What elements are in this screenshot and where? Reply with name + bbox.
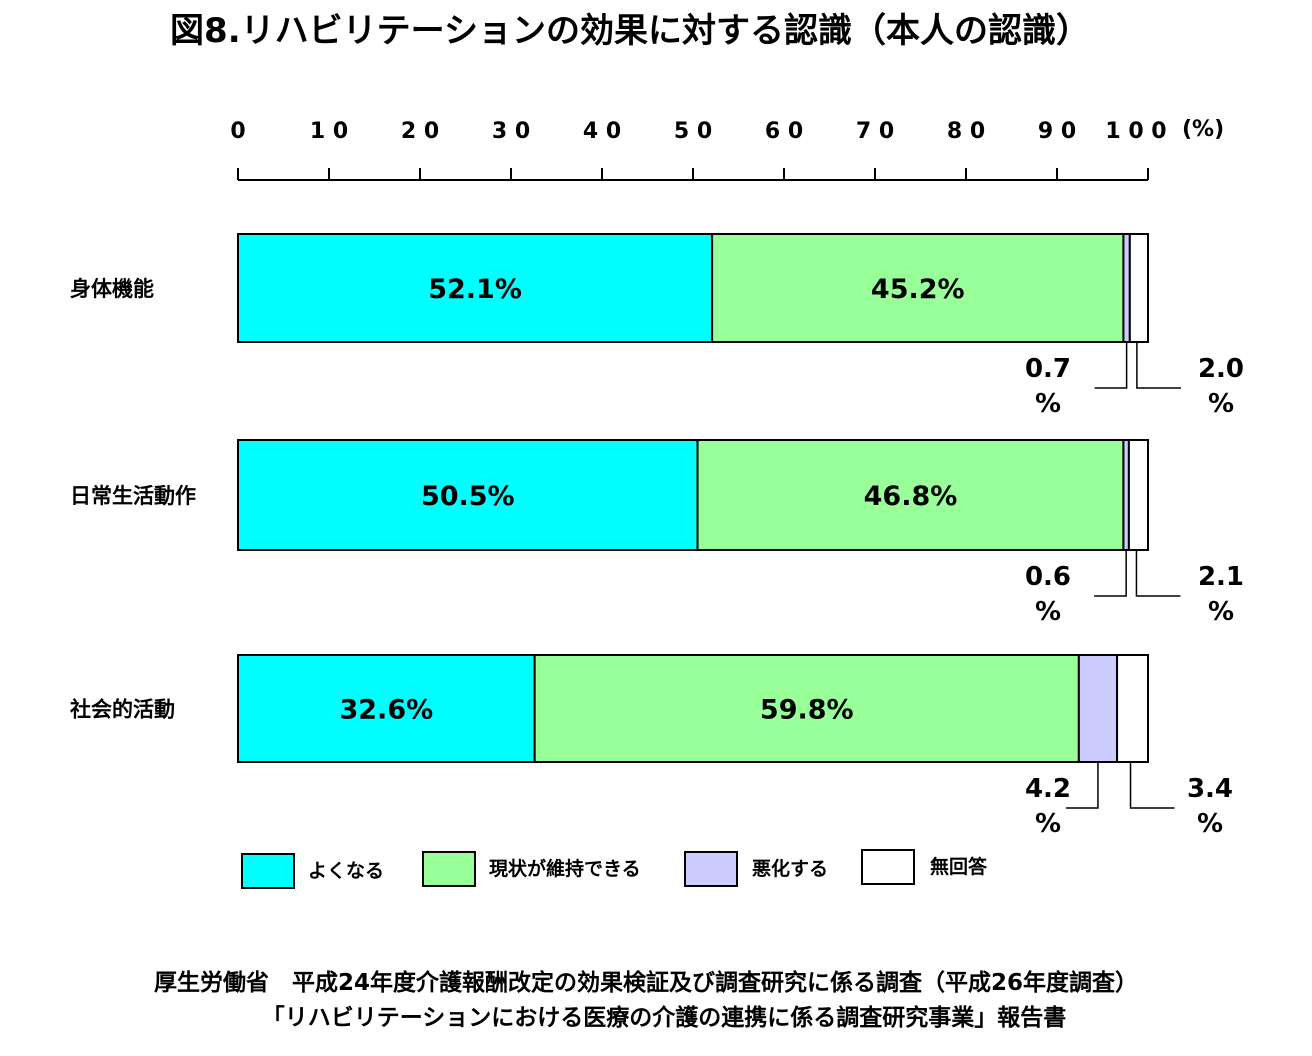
category-label: 社会的活動 — [69, 698, 175, 722]
data-label: 46.8% — [864, 481, 958, 512]
leader-line — [1135, 550, 1181, 597]
source-line-1: 厚生労働省 平成24年度介護報酬改定の効果検証及び調査研究に係る調査（平成26年… — [154, 969, 1138, 996]
data-label: 32.6% — [339, 695, 433, 726]
data-label: 52.1% — [428, 274, 522, 305]
x-tick-label: 3 0 — [492, 119, 530, 144]
data-label-unit: % — [1197, 809, 1223, 839]
bars: 身体機能 52.1% 45.2% 0.7% 2.0% 日常生活動作 50.5% 46.8% 0.… — [69, 233, 1244, 839]
leader-line — [1094, 550, 1127, 597]
x-tick-label: 7 0 — [856, 119, 894, 144]
data-label: 2.1 — [1198, 562, 1244, 592]
legend-label: よくなる — [308, 860, 384, 882]
legend-label: 現状が維持できる — [489, 857, 641, 880]
x-tick-label: 2 0 — [401, 119, 439, 144]
bar-segment — [237, 233, 714, 343]
bar-segment — [711, 233, 1125, 343]
bar-segment — [237, 439, 699, 551]
leader-line — [1136, 342, 1181, 389]
bar-segment — [1128, 233, 1150, 343]
bar-segment — [1077, 654, 1119, 763]
data-label: 2.0 — [1198, 354, 1244, 384]
x-tick-label: 5 0 — [674, 119, 712, 144]
legend-label: 無回答 — [930, 855, 988, 878]
data-label: 4.2 — [1025, 774, 1071, 804]
x-axis-unit: (%) — [1182, 117, 1224, 142]
x-tick-label: 6 0 — [765, 119, 803, 144]
source-line-2: 「リハビリテーションにおける医療の介護の連携に係る調査研究事業」報告書 — [262, 1004, 1067, 1031]
legend-swatch — [422, 851, 476, 887]
data-label-unit: % — [1208, 597, 1234, 627]
x-tick-label: 4 0 — [583, 119, 621, 144]
category-label: 身体機能 — [70, 277, 154, 301]
chart-title: 図8.リハビリテーションの効果に対する認識（本人の認識） — [170, 11, 1090, 51]
data-label: 50.5% — [421, 481, 515, 512]
data-label: 0.7 — [1025, 354, 1071, 384]
data-label-unit: % — [1035, 389, 1061, 419]
leader-line — [1129, 762, 1175, 809]
data-label: 3.4 — [1187, 774, 1233, 804]
data-label: 45.2% — [871, 274, 965, 305]
legend-label: 悪化する — [752, 857, 828, 880]
category-label: 日常生活動作 — [70, 484, 196, 508]
data-label: 59.8% — [760, 695, 854, 726]
leader-line — [1094, 342, 1128, 389]
legend-swatch — [241, 853, 295, 889]
data-label-unit: % — [1035, 597, 1061, 627]
x-tick-label: 1 0 — [310, 119, 348, 144]
bar-segment — [237, 654, 536, 763]
bar-segment — [533, 654, 1080, 763]
x-tick-label: 8 0 — [947, 119, 985, 144]
legend-swatch — [684, 851, 738, 887]
bar-segment — [1116, 654, 1150, 763]
data-label-unit: % — [1035, 809, 1061, 839]
x-tick-label: 1 0 0 — [1105, 119, 1166, 144]
data-label-unit: % — [1208, 389, 1234, 419]
legend: よくなる 現状が維持できる 悪化する 無回答 — [241, 849, 988, 889]
legend-swatch — [861, 849, 915, 885]
data-label: 0.6 — [1025, 562, 1071, 592]
leader-line — [1065, 762, 1099, 809]
x-tick-label: 9 0 — [1038, 119, 1076, 144]
x-tick-label: 0 — [230, 119, 245, 144]
x-axis: 0 1 0 2 0 3 0 4 0 5 0 6 0 7 0 8 0 9 0 1 0 0 (%) — [230, 117, 1224, 181]
bar-segment — [1127, 439, 1150, 551]
bar-segment — [696, 439, 1125, 551]
